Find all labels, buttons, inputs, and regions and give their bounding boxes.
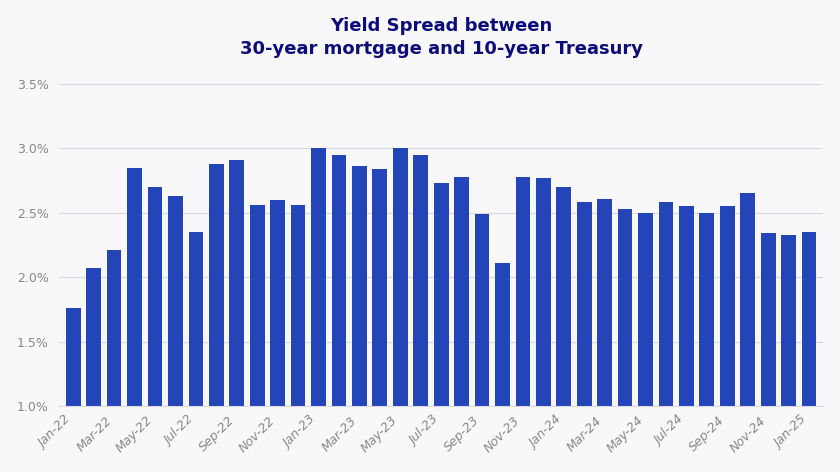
Bar (168, 196, 183, 472)
Bar (577, 202, 591, 472)
Bar (188, 232, 203, 472)
Title: Yield Spread between
30-year mortgage and 10-year Treasury: Yield Spread between 30-year mortgage an… (239, 17, 643, 58)
Bar (740, 194, 755, 472)
Bar (679, 206, 694, 472)
Bar (495, 263, 510, 472)
Bar (209, 164, 223, 472)
Bar (659, 202, 674, 472)
Bar (638, 213, 653, 472)
Bar (433, 183, 449, 472)
Bar (352, 166, 367, 472)
Bar (475, 214, 490, 472)
Bar (413, 155, 428, 472)
Bar (87, 268, 101, 472)
Bar (229, 160, 244, 472)
Bar (761, 233, 775, 472)
Bar (311, 148, 326, 472)
Bar (801, 232, 816, 472)
Bar (393, 148, 407, 472)
Bar (127, 168, 142, 472)
Bar (291, 205, 306, 472)
Bar (516, 177, 530, 472)
Bar (107, 250, 122, 472)
Bar (148, 187, 162, 472)
Bar (454, 177, 469, 472)
Bar (617, 209, 633, 472)
Bar (720, 206, 735, 472)
Bar (372, 169, 387, 472)
Bar (536, 178, 551, 472)
Bar (332, 155, 346, 472)
Bar (597, 199, 612, 472)
Bar (781, 235, 796, 472)
Bar (249, 205, 265, 472)
Bar (700, 213, 714, 472)
Bar (270, 200, 285, 472)
Bar (66, 308, 81, 472)
Bar (556, 187, 571, 472)
